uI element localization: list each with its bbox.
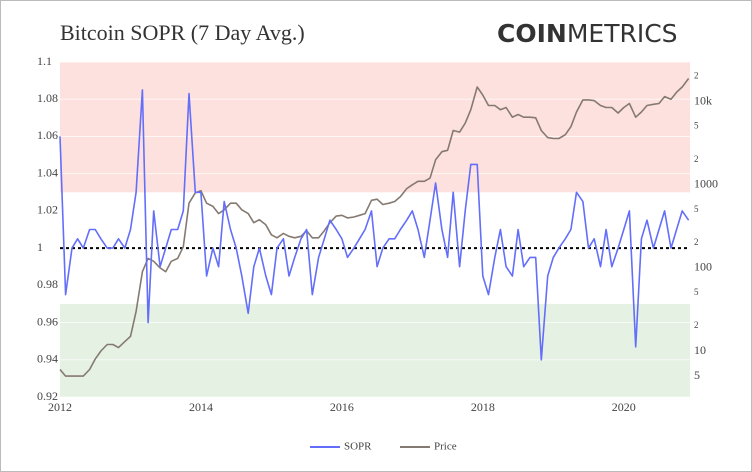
series-line	[59, 89, 690, 361]
x-tick-label: 2014	[189, 400, 213, 414]
y-tick-label: 1	[37, 240, 43, 254]
y-tick-label: 1.06	[37, 128, 58, 142]
band	[60, 303, 690, 397]
x-tick-label: 2012	[48, 400, 72, 414]
y-tick-label: 0.94	[37, 352, 58, 366]
y-tick-label: 1.1	[37, 54, 52, 68]
y2-tick-label: 2	[694, 320, 699, 330]
y2-tick-label: 5	[694, 368, 700, 382]
y2-tick-label: 5	[694, 204, 699, 214]
series-line	[59, 78, 690, 377]
y-tick-label: 1.02	[37, 203, 58, 217]
y-tick-label: 1.04	[37, 165, 58, 179]
x-tick-label: 2020	[612, 400, 636, 414]
y2-tick-label: 1000	[694, 177, 718, 191]
y2-tick-label: 100	[694, 260, 712, 274]
chart-title: Bitcoin SOPR (7 Day Avg.)	[60, 20, 305, 45]
logo-bold: COIN	[497, 19, 567, 48]
x-tick-label: 2016	[330, 400, 354, 414]
y2-tick-label: 2	[694, 237, 699, 247]
band	[60, 62, 690, 193]
y2-tick-label: 2	[694, 154, 699, 164]
y-tick-label: 0.92	[37, 389, 58, 403]
y2-tick-label: 10	[694, 343, 706, 357]
legend-label: SOPR	[344, 441, 372, 453]
y2-tick-label: 5	[694, 121, 699, 131]
y2-tick-label: 2	[694, 71, 699, 81]
y-tick-label: 0.96	[37, 314, 58, 328]
logo: COINMETRICS	[497, 19, 678, 48]
legend-label: Price	[434, 441, 457, 453]
y-tick-label: 0.98	[37, 277, 58, 291]
x-tick-label: 2018	[471, 400, 495, 414]
y2-tick-label: 5	[694, 287, 699, 297]
y2-tick-label: 10k	[694, 93, 712, 107]
logo-light: METRICS	[567, 19, 678, 48]
y-tick-label: 1.08	[37, 91, 58, 105]
